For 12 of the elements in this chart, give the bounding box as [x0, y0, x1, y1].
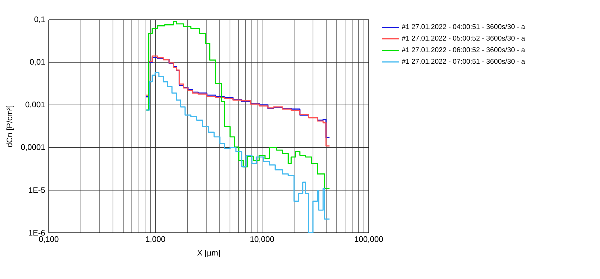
y-tick-label: 0,001	[26, 102, 46, 109]
y-tick-label: 0,1	[34, 16, 46, 24]
y-tick-label: 0,01	[30, 59, 46, 66]
y-axis-title: dCn [P/cm³]	[6, 106, 14, 148]
x-tick-label: 0,100	[39, 236, 59, 244]
y-tick-label: 0,0001	[21, 144, 46, 152]
x-tick-label: 1,000	[146, 236, 166, 244]
y-tick-label: 1E-6	[29, 230, 46, 236]
x-tick-label: 100,000	[355, 236, 384, 244]
x-tick-label: 10,000	[250, 236, 274, 244]
x-axis-title: X [µm]	[198, 250, 220, 258]
y-tick-label: 1E-5	[29, 188, 46, 194]
